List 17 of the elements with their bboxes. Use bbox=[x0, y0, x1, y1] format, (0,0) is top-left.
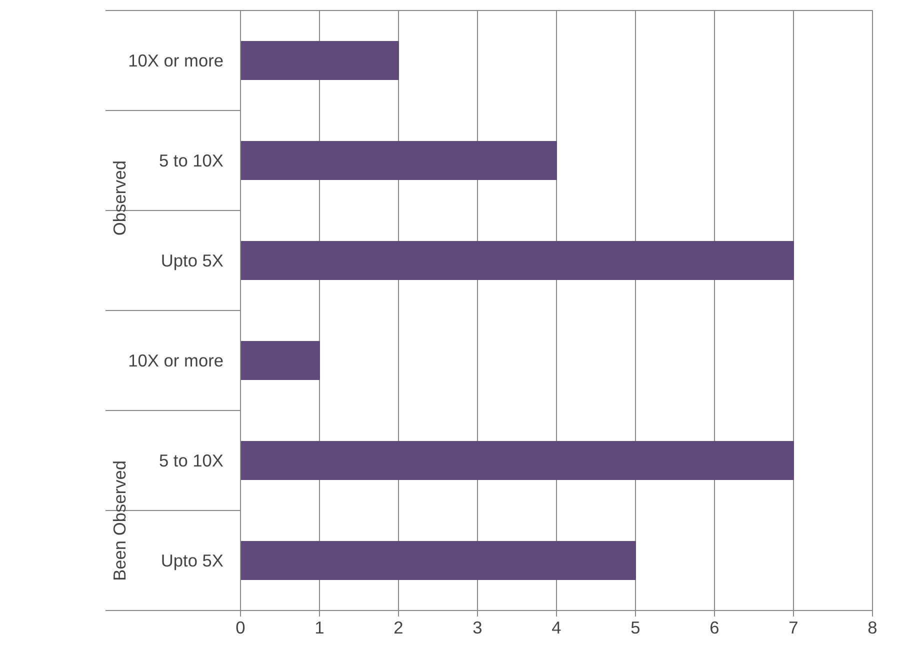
x-tick-label: 8 bbox=[868, 618, 878, 638]
y-tick-label: 5 to 10X bbox=[158, 150, 224, 170]
y-tick-label: 10X or more bbox=[128, 50, 224, 70]
x-tick-label: 0 bbox=[236, 618, 246, 638]
x-tick-label: 5 bbox=[630, 618, 640, 638]
x-tick-label: 7 bbox=[788, 618, 798, 638]
text: Observed bbox=[110, 160, 130, 236]
x-tick-label: 3 bbox=[472, 618, 482, 638]
text: Been Observed bbox=[110, 460, 130, 581]
y-tick-label: 5 to 10X bbox=[158, 450, 224, 470]
x-tick-label: 2 bbox=[394, 618, 404, 638]
x-tick-label: 1 bbox=[314, 618, 324, 638]
y-tick-label: Upto 5X bbox=[160, 250, 224, 270]
x-tick-label: 6 bbox=[710, 618, 720, 638]
y-tick-label: 10X or more bbox=[128, 350, 224, 370]
x-tick-label: 4 bbox=[552, 618, 562, 638]
y-tick-label: Upto 5X bbox=[160, 550, 224, 570]
